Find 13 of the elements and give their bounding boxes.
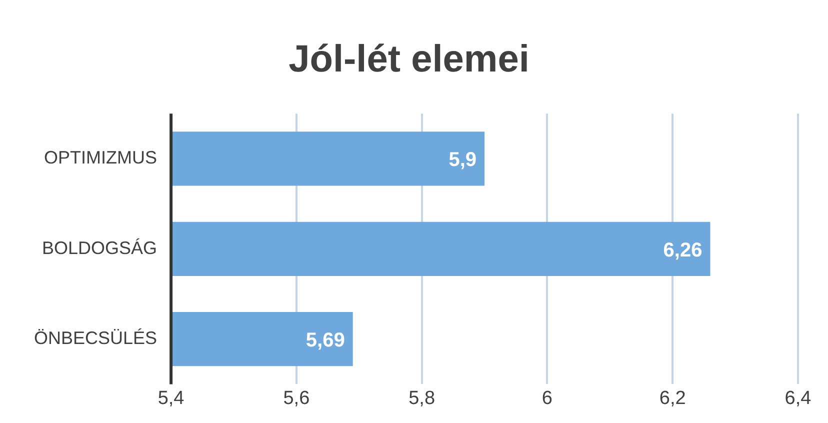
x-tick-label: 5,6: [283, 388, 310, 409]
x-tick-label: 6: [542, 388, 553, 409]
data-label: 5,69: [306, 330, 345, 352]
data-label: 6,26: [663, 239, 702, 262]
chart-title: Jól-lét elemei: [288, 38, 530, 80]
data-label: 5,9: [448, 149, 477, 172]
y-tick-label: BOLDOGSÁG: [42, 238, 158, 258]
y-tick-label: OPTIMIZMUS: [44, 148, 158, 168]
y-tick-label: ÖNBECSÜLÉS: [34, 328, 158, 348]
x-tick-label: 6,2: [659, 388, 686, 409]
x-tick-label: 6,4: [784, 388, 812, 409]
x-tick-label: 5,8: [408, 388, 436, 409]
x-tick-label: 5,4: [158, 388, 185, 409]
